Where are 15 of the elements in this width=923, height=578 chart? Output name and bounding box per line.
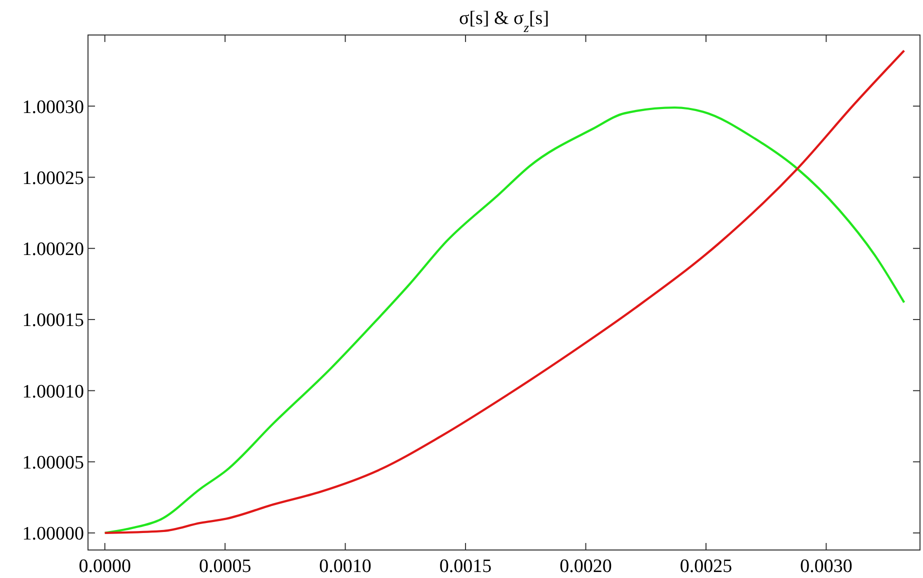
y-tick-label: 1.00030 (22, 96, 84, 118)
y-tick-label: 1.00000 (22, 524, 84, 545)
y-tick-label: 1.00015 (22, 310, 84, 332)
y-tick-label: 1.00020 (22, 239, 84, 260)
y-tick-label: 1.00025 (22, 168, 84, 189)
x-tick-label: 0.0030 (800, 556, 852, 577)
x-tick-label: 0.0025 (680, 556, 732, 577)
x-tick-label: 0.0005 (198, 556, 252, 577)
x-tick-label: 0.0000 (78, 556, 131, 577)
chart-title: σ[s] & σ$_{z}$[s] (458, 8, 550, 34)
y-tick-label: 1.00005 (22, 452, 84, 474)
x-tick-label: 0.0020 (560, 556, 612, 577)
x-tick-label: 0.0015 (439, 556, 492, 577)
x-tick-label: 0.0010 (319, 556, 372, 577)
y-tick-label: 1.00010 (22, 381, 84, 402)
